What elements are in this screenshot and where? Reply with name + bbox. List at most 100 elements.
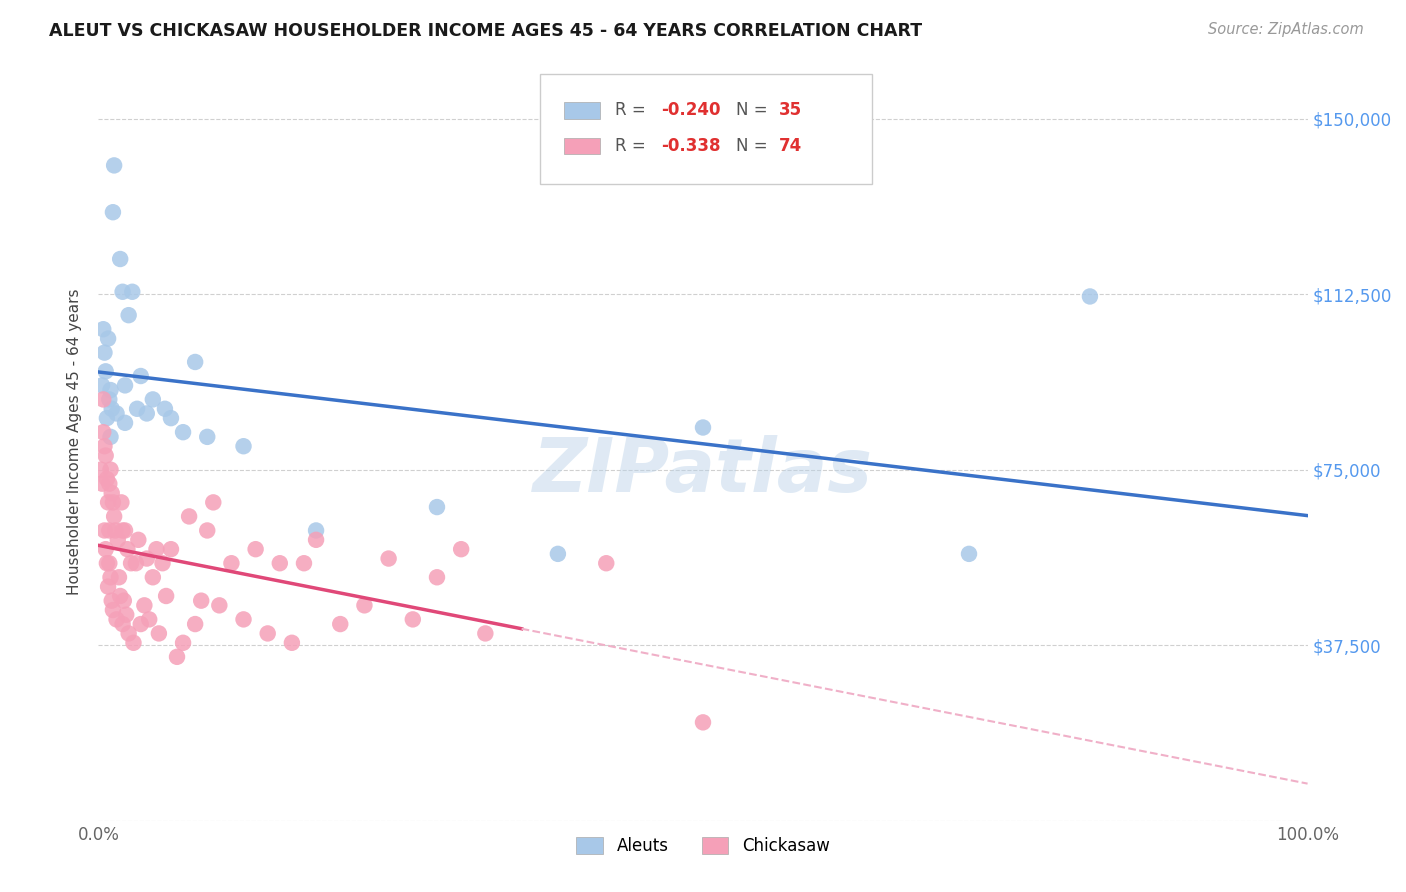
- Point: [110, 495, 132, 509]
- Point: [104, 524, 127, 538]
- Point: [101, 603, 124, 617]
- Point: [426, 570, 449, 584]
- Point: [112, 593, 135, 607]
- Point: [105, 612, 128, 626]
- Point: [692, 420, 714, 434]
- Point: [98, 556, 121, 570]
- Point: [305, 533, 328, 547]
- Point: [98, 524, 121, 538]
- Point: [91, 476, 114, 491]
- Text: 74: 74: [779, 136, 803, 155]
- Bar: [564, 137, 600, 154]
- Text: ALEUT VS CHICKASAW HOUSEHOLDER INCOME AGES 45 - 64 YEARS CORRELATION CHART: ALEUT VS CHICKASAW HOUSEHOLDER INCOME AG…: [49, 22, 922, 40]
- Point: [692, 715, 714, 730]
- Point: [142, 570, 165, 584]
- Point: [118, 308, 141, 322]
- Point: [91, 425, 114, 440]
- Point: [98, 392, 121, 407]
- Point: [91, 322, 114, 336]
- Text: -0.240: -0.240: [661, 101, 720, 120]
- Point: [121, 285, 143, 299]
- Text: R =: R =: [614, 136, 651, 155]
- Point: [114, 524, 136, 538]
- Point: [111, 285, 134, 299]
- Point: [101, 495, 124, 509]
- Point: [115, 607, 138, 622]
- Point: [108, 252, 131, 266]
- Point: [179, 509, 201, 524]
- Point: [202, 495, 225, 509]
- Point: [91, 392, 114, 407]
- Point: [125, 556, 148, 570]
- Point: [93, 524, 115, 538]
- Point: [100, 570, 122, 584]
- Point: [426, 500, 449, 514]
- Point: [184, 355, 207, 369]
- Point: [103, 158, 125, 172]
- Text: 35: 35: [779, 101, 803, 120]
- Point: [153, 401, 176, 416]
- Point: [107, 533, 129, 547]
- Point: [232, 439, 254, 453]
- Point: [595, 556, 617, 570]
- Point: [184, 617, 207, 632]
- Point: [353, 599, 375, 613]
- Point: [190, 593, 212, 607]
- Point: [474, 626, 496, 640]
- Point: [96, 411, 118, 425]
- Point: [100, 430, 122, 444]
- Point: [90, 462, 112, 476]
- Point: [281, 636, 304, 650]
- Point: [1078, 289, 1101, 303]
- Point: [160, 411, 183, 425]
- Point: [152, 556, 174, 570]
- Text: R =: R =: [614, 101, 651, 120]
- Point: [148, 626, 170, 640]
- Point: [111, 524, 134, 538]
- Point: [97, 332, 120, 346]
- Point: [450, 542, 472, 557]
- Point: [101, 205, 124, 219]
- Point: [118, 626, 141, 640]
- Point: [100, 401, 122, 416]
- Point: [305, 524, 328, 538]
- Point: [135, 551, 157, 566]
- Point: [269, 556, 291, 570]
- Point: [93, 345, 115, 359]
- Point: [195, 430, 218, 444]
- Text: ZIPatlas: ZIPatlas: [533, 435, 873, 508]
- Point: [134, 599, 156, 613]
- Point: [96, 556, 118, 570]
- Point: [221, 556, 243, 570]
- Point: [142, 392, 165, 407]
- Point: [94, 449, 117, 463]
- Point: [129, 617, 152, 632]
- Point: [957, 547, 980, 561]
- Point: [108, 570, 131, 584]
- Point: [195, 524, 218, 538]
- Text: N =: N =: [735, 101, 772, 120]
- Point: [245, 542, 267, 557]
- Point: [138, 612, 160, 626]
- Point: [256, 626, 278, 640]
- Y-axis label: Householder Income Ages 45 - 64 years: Householder Income Ages 45 - 64 years: [67, 288, 83, 595]
- Point: [100, 462, 122, 476]
- Point: [114, 378, 136, 392]
- Point: [129, 369, 152, 384]
- Point: [120, 556, 142, 570]
- Text: N =: N =: [735, 136, 772, 155]
- Point: [292, 556, 315, 570]
- Point: [135, 407, 157, 421]
- Point: [329, 617, 352, 632]
- Point: [98, 476, 121, 491]
- Point: [100, 383, 122, 397]
- Bar: [564, 102, 600, 119]
- Point: [108, 589, 131, 603]
- Point: [91, 378, 114, 392]
- Point: [145, 542, 167, 557]
- Point: [208, 599, 231, 613]
- Point: [97, 495, 120, 509]
- Point: [96, 472, 118, 486]
- Point: [377, 551, 399, 566]
- Legend: Aleuts, Chickasaw: Aleuts, Chickasaw: [569, 830, 837, 862]
